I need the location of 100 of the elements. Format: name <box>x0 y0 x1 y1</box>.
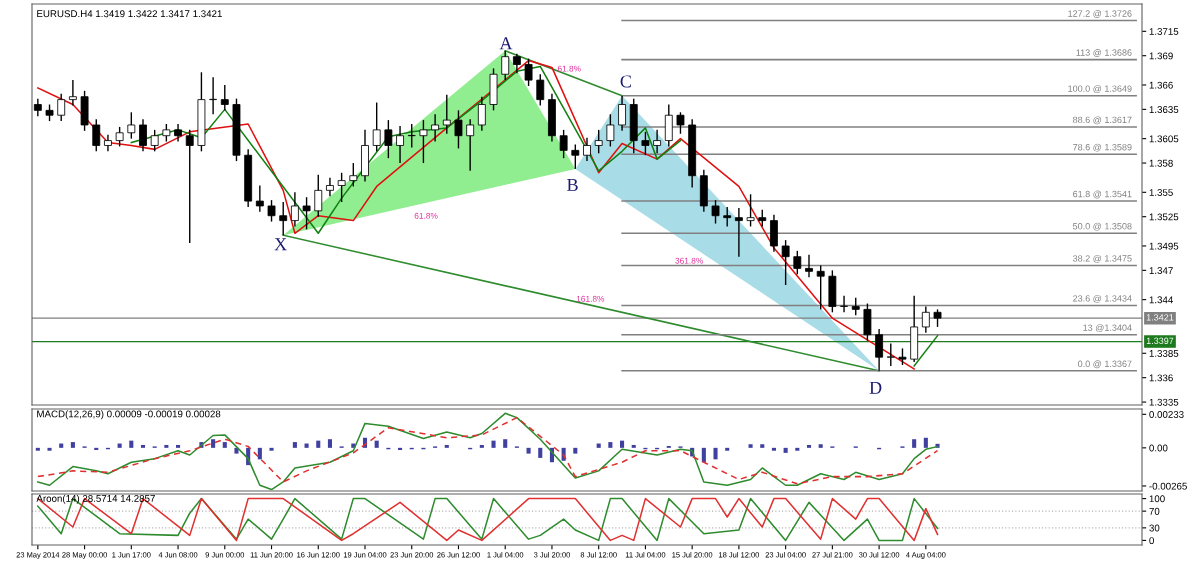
y-tick-label: 1.3385 <box>1149 350 1179 357</box>
bar <box>725 447 730 451</box>
annotation: B <box>567 178 578 191</box>
bar <box>573 447 578 454</box>
series-label: 38.2 @ 1.3475 <box>1072 254 1132 263</box>
candlestick <box>840 295 848 314</box>
y-tick-label: 0.00 <box>1149 444 1168 452</box>
candlestick <box>255 184 264 213</box>
line-series <box>37 497 939 542</box>
candlestick <box>454 109 463 150</box>
bar <box>292 442 297 448</box>
candlestick <box>536 73 545 107</box>
bar <box>491 440 496 448</box>
bar <box>222 442 227 448</box>
bar <box>316 440 321 448</box>
bar <box>176 444 181 448</box>
y-tick-label: 70 <box>1149 507 1160 515</box>
bar <box>631 444 636 448</box>
bar <box>760 444 765 448</box>
y-tick-label: 1.3605 <box>1149 135 1179 143</box>
line-series <box>37 59 915 370</box>
ref-line-label: 1.3421 <box>1146 314 1174 321</box>
y-tick-label: 1.3335 <box>1149 398 1179 406</box>
candlestick <box>396 125 404 164</box>
candlestick <box>571 143 580 170</box>
bar <box>479 444 484 448</box>
candlestick <box>583 136 591 162</box>
candlestick <box>220 84 229 112</box>
y-tick-label: 1.366 <box>1149 81 1173 89</box>
candlestick <box>419 119 428 164</box>
annotation: A <box>499 37 513 50</box>
candlestick <box>68 79 77 107</box>
bar <box>374 440 379 448</box>
y-tick-label: 1.336 <box>1149 374 1173 382</box>
candlestick <box>407 123 416 149</box>
bar <box>526 447 531 454</box>
candlestick <box>372 101 381 153</box>
series-label: 61.8 @ 1.3541 <box>1073 190 1132 199</box>
bar <box>70 442 75 448</box>
candlestick <box>746 193 755 228</box>
candlestick <box>711 199 720 225</box>
series-label: 127.2 @ 1.3726 <box>1068 10 1132 18</box>
bar <box>211 439 216 448</box>
annotation: 61.8% <box>557 65 581 72</box>
candlestick <box>653 129 662 154</box>
line-series <box>130 65 682 235</box>
candlestick <box>139 118 147 153</box>
bar <box>608 442 613 448</box>
bar <box>795 447 800 451</box>
series-label: 100.0 @ 1.3649 <box>1068 85 1132 93</box>
candlestick <box>875 328 884 372</box>
bar <box>35 447 40 451</box>
y-tick-label: 1.347 <box>1149 267 1173 274</box>
series-label: 0.0 @ 1.3367 <box>1078 360 1132 369</box>
candlestick <box>641 131 650 156</box>
bar <box>806 444 812 448</box>
annotation: D <box>869 381 882 394</box>
candlestick <box>594 129 603 154</box>
chart-title: EURUSD.H4 1.3419 1.3422 1.3417 1.3421 <box>37 10 222 18</box>
candlestick <box>279 201 288 236</box>
candlestick <box>512 53 521 74</box>
candlestick <box>314 174 323 218</box>
y-tick-label: 1.358 <box>1149 159 1173 167</box>
series-label: 50.0 @ 1.3508 <box>1072 222 1132 231</box>
annotation: 161.8% <box>576 295 605 302</box>
candlestick <box>431 113 440 143</box>
candlestick <box>115 126 124 148</box>
bar <box>748 444 753 448</box>
annotation: C <box>620 75 631 88</box>
series-label: 23.6 @ 1.3434 <box>1073 294 1132 303</box>
bar <box>234 447 239 454</box>
bar <box>713 447 718 460</box>
y-tick-label: 0.00233 <box>1149 411 1184 418</box>
candlestick <box>477 95 486 132</box>
candlestick <box>793 250 802 275</box>
candlestick <box>349 162 358 188</box>
y-tick-label: 100 <box>1149 495 1165 503</box>
candlestick <box>501 50 510 81</box>
candlestick <box>921 305 930 334</box>
annotation: X <box>274 238 287 251</box>
y-tick-label: 0 <box>1149 537 1154 545</box>
bar <box>164 444 169 448</box>
bar <box>538 447 543 458</box>
bar <box>47 447 52 451</box>
y-tick-label: 30 <box>1149 524 1160 532</box>
annotation: 361.8% <box>675 257 703 264</box>
bar <box>257 447 262 460</box>
candlestick <box>209 76 218 115</box>
candlestick <box>92 118 101 153</box>
bar <box>269 447 274 451</box>
series-label: 78.6 @ 1.3589 <box>1073 143 1132 152</box>
candlestick <box>723 206 732 228</box>
candlestick <box>781 239 790 286</box>
y-tick-label: -0.00265 <box>1149 482 1187 490</box>
bar <box>140 444 146 448</box>
y-tick-label: 1.369 <box>1149 52 1173 60</box>
y-tick-label: 1.3495 <box>1149 242 1179 250</box>
candlestick <box>174 123 182 143</box>
y-tick-label: 1.3635 <box>1149 106 1179 113</box>
candlestick <box>302 196 311 231</box>
